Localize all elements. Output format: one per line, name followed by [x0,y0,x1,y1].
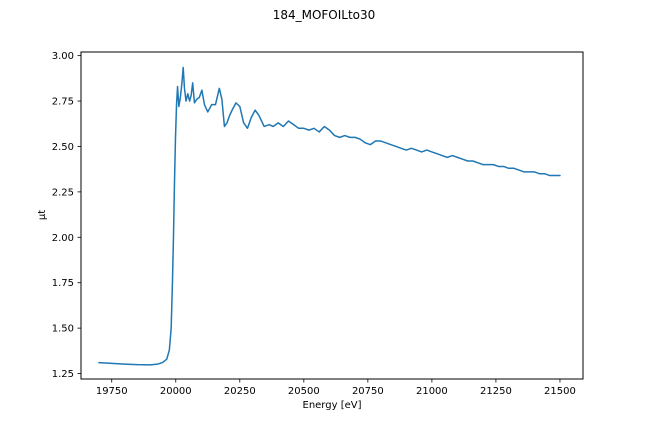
x-axis-label: Energy [eV] [303,400,362,411]
x-tick-label: 20000 [160,386,192,397]
x-tick-label: 21000 [416,386,448,397]
chart-title: 184_MOFOILto30 [273,8,376,22]
y-tick-label: 1.75 [52,278,74,289]
series-line-0 [98,66,561,366]
y-tick-label: 3.00 [52,51,74,62]
x-axis-ticks: 19750 20000 20250 20500 20750 21000 21250 21500 [96,379,576,397]
y-axis-label: μt [37,210,48,220]
x-tick-label: 20250 [224,386,256,397]
plot-frame [80,51,584,380]
plot-area [98,66,561,366]
y-tick-label: 2.25 [52,187,74,198]
y-tick-label: 2.00 [52,233,74,244]
y-tick-label: 1.50 [52,324,74,335]
x-tick-label: 21500 [544,386,576,397]
x-tick-label: 21250 [480,386,512,397]
y-tick-label: 1.25 [52,369,74,380]
y-tick-label: 2.75 [52,97,74,108]
x-tick-label: 20500 [288,386,320,397]
y-tick-label: 2.50 [52,142,74,153]
y-axis-ticks: 1.25 1.50 1.75 2.00 2.25 2.50 2.75 3.00 [52,51,81,380]
x-tick-label: 20750 [352,386,384,397]
x-tick-label: 19750 [96,386,128,397]
